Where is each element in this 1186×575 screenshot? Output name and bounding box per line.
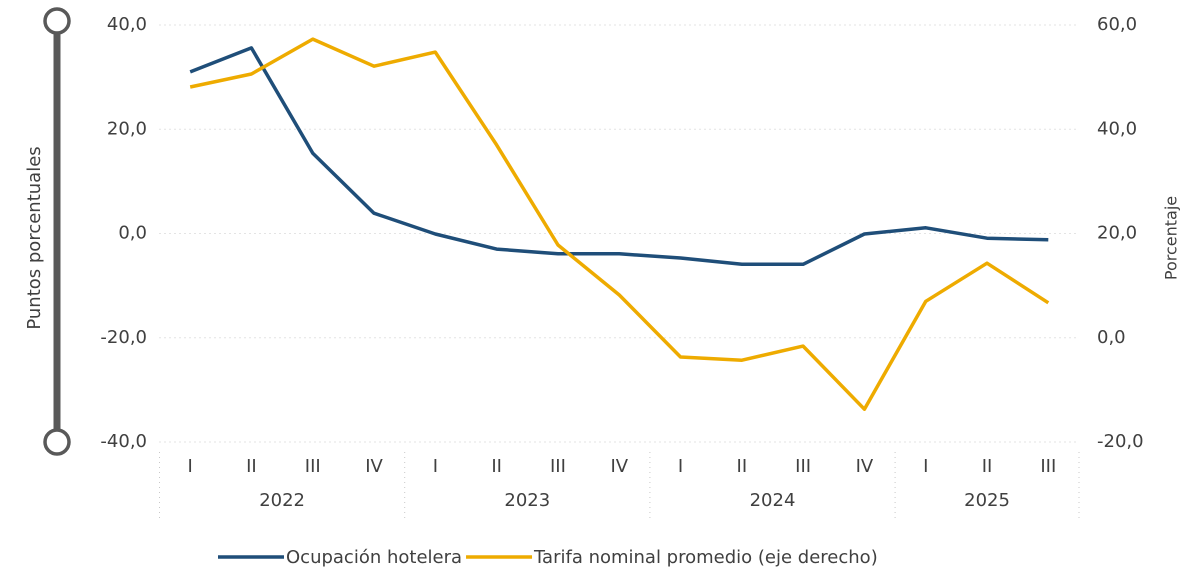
series-line xyxy=(189,46,1049,267)
y-tick-label: -40,0 xyxy=(100,431,147,452)
y-axis-label: Puntos porcentuales xyxy=(24,146,45,329)
group-label: 2023 xyxy=(504,490,550,511)
y2-tick-label: -20,0 xyxy=(1097,431,1144,452)
axis-decoration xyxy=(43,7,71,456)
x-tick-label: II xyxy=(491,456,502,477)
x-tick-label: IV xyxy=(610,456,628,477)
x-tick-label: I xyxy=(678,456,683,477)
x-tick-label: II xyxy=(982,456,993,477)
x-tick-label: I xyxy=(923,456,928,477)
group-label: 2022 xyxy=(259,490,305,511)
y-tick-label: 20,0 xyxy=(107,118,147,139)
group-label: 2025 xyxy=(964,490,1010,511)
x-tick-label: I xyxy=(433,456,438,477)
x-tick-label: IV xyxy=(856,456,874,477)
x-tick-label: II xyxy=(737,456,748,477)
y2-tick-label: 40,0 xyxy=(1097,118,1137,139)
y2-tick-label: 60,0 xyxy=(1097,14,1137,35)
x-tick-label: I xyxy=(187,456,192,477)
y2-tick-label: 20,0 xyxy=(1097,223,1137,244)
x-tick-label: II xyxy=(246,456,257,477)
x-tick-label: III xyxy=(1040,456,1056,477)
y-tick-label: 0,0 xyxy=(118,223,147,244)
x-tick-label: III xyxy=(305,456,321,477)
y2-axis-label: Porcentaje xyxy=(1162,196,1181,280)
legend-label: Ocupación hotelera xyxy=(286,547,462,568)
series-line xyxy=(189,37,1050,411)
y2-tick-label: 0,0 xyxy=(1097,327,1126,348)
group-label: 2024 xyxy=(750,490,796,511)
x-tick-label: III xyxy=(550,456,566,477)
x-tick-label: IV xyxy=(365,456,383,477)
y-tick-label: 40,0 xyxy=(107,14,147,35)
legend-label: Tarifa nominal promedio (eje derecho) xyxy=(533,547,878,568)
y-tick-label: -20,0 xyxy=(100,327,147,348)
x-tick-label: III xyxy=(795,456,811,477)
